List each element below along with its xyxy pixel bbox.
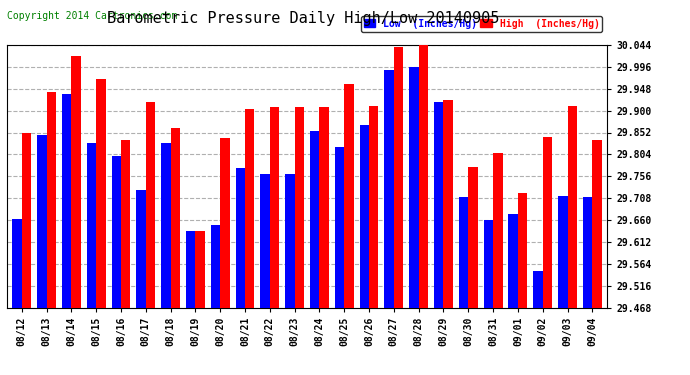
Bar <box>146 102 155 308</box>
Bar <box>195 231 205 308</box>
Bar <box>71 56 81 308</box>
Bar <box>518 193 527 308</box>
Bar <box>533 271 543 308</box>
Bar <box>295 107 304 307</box>
Bar <box>112 156 121 308</box>
Bar <box>22 132 31 308</box>
Bar <box>592 140 602 308</box>
Bar <box>419 45 428 308</box>
Bar <box>245 109 255 308</box>
Text: Copyright 2014 Cartronics.com: Copyright 2014 Cartronics.com <box>7 11 177 21</box>
Bar <box>310 130 319 308</box>
Bar <box>369 106 379 307</box>
Bar <box>444 100 453 308</box>
Bar <box>96 79 106 308</box>
Bar <box>583 197 592 308</box>
Bar <box>220 138 230 308</box>
Bar <box>47 92 56 308</box>
Bar <box>285 174 295 308</box>
Bar <box>12 219 22 308</box>
Bar <box>459 197 469 308</box>
Bar <box>434 102 444 308</box>
Bar <box>211 225 220 308</box>
Bar <box>37 135 47 308</box>
Bar <box>484 220 493 308</box>
Bar <box>87 144 96 308</box>
Bar <box>344 84 354 308</box>
Bar <box>62 94 71 308</box>
Bar <box>493 153 502 308</box>
Bar <box>558 196 567 308</box>
Bar <box>469 167 477 308</box>
Bar <box>384 70 394 308</box>
Bar <box>394 47 403 308</box>
Bar <box>335 147 344 308</box>
Bar <box>543 137 552 308</box>
Bar <box>137 190 146 308</box>
Bar <box>121 140 130 308</box>
Bar <box>186 231 195 308</box>
Bar <box>235 168 245 308</box>
Bar <box>161 142 170 308</box>
Text: Barometric Pressure Daily High/Low 20140905: Barometric Pressure Daily High/Low 20140… <box>108 11 500 26</box>
Bar <box>409 67 419 308</box>
Bar <box>509 214 518 308</box>
Bar <box>319 107 329 307</box>
Bar <box>170 128 180 308</box>
Bar <box>567 106 577 307</box>
Bar <box>270 107 279 307</box>
Legend: Low  (Inches/Hg), High  (Inches/Hg): Low (Inches/Hg), High (Inches/Hg) <box>361 16 602 32</box>
Bar <box>359 125 369 308</box>
Bar <box>260 174 270 308</box>
